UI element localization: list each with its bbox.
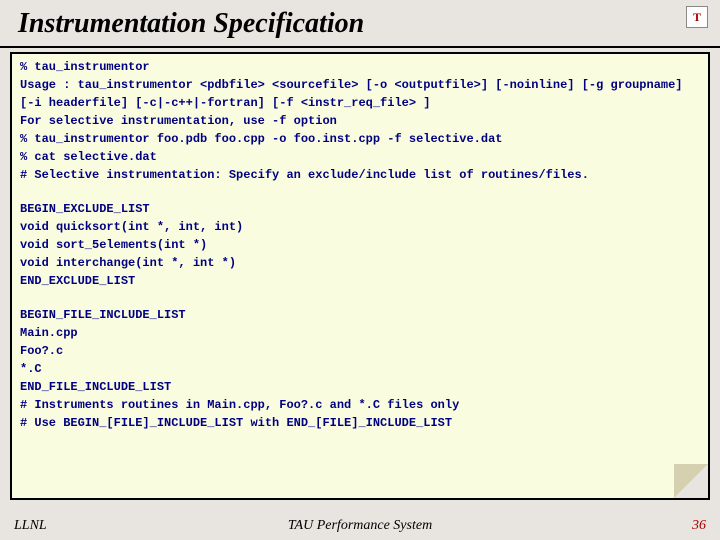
page-number: 36 — [692, 518, 706, 534]
footer-center: TAU Performance System — [288, 518, 432, 534]
footer: LLNL TAU Performance System 36 — [0, 518, 720, 534]
footer-left: LLNL — [14, 518, 47, 534]
code-line: void sort_5elements(int *) — [20, 236, 700, 254]
code-line: END_FILE_INCLUDE_LIST — [20, 378, 700, 396]
code-line: Foo?.c — [20, 342, 700, 360]
code-line: END_EXCLUDE_LIST — [20, 272, 700, 290]
code-line: BEGIN_EXCLUDE_LIST — [20, 200, 700, 218]
title-bar: Instrumentation Specification T — [0, 0, 720, 48]
code-line: # Selective instrumentation: Specify an … — [20, 166, 700, 184]
code-line: void interchange(int *, int *) — [20, 254, 700, 272]
code-line: For selective instrumentation, use -f op… — [20, 112, 700, 130]
code-line: % tau_instrumentor — [20, 58, 700, 76]
slide-title: Instrumentation Specification — [18, 8, 702, 40]
code-line: BEGIN_FILE_INCLUDE_LIST — [20, 306, 700, 324]
code-line: % tau_instrumentor foo.pdb foo.cpp -o fo… — [20, 130, 700, 148]
code-spacer — [20, 290, 700, 306]
code-line: Main.cpp — [20, 324, 700, 342]
code-line: *.C — [20, 360, 700, 378]
code-line: void quicksort(int *, int, int) — [20, 218, 700, 236]
page-curl-icon — [674, 464, 708, 498]
code-line: Usage : tau_instrumentor <pdbfile> <sour… — [20, 76, 700, 112]
code-line: # Use BEGIN_[FILE]_INCLUDE_LIST with END… — [20, 414, 700, 432]
logo-icon: T — [686, 6, 708, 28]
code-spacer — [20, 184, 700, 200]
slide: Instrumentation Specification T % tau_in… — [0, 0, 720, 540]
code-line: # Instruments routines in Main.cpp, Foo?… — [20, 396, 700, 414]
code-block: % tau_instrumentor Usage : tau_instrumen… — [10, 52, 710, 500]
code-line: % cat selective.dat — [20, 148, 700, 166]
